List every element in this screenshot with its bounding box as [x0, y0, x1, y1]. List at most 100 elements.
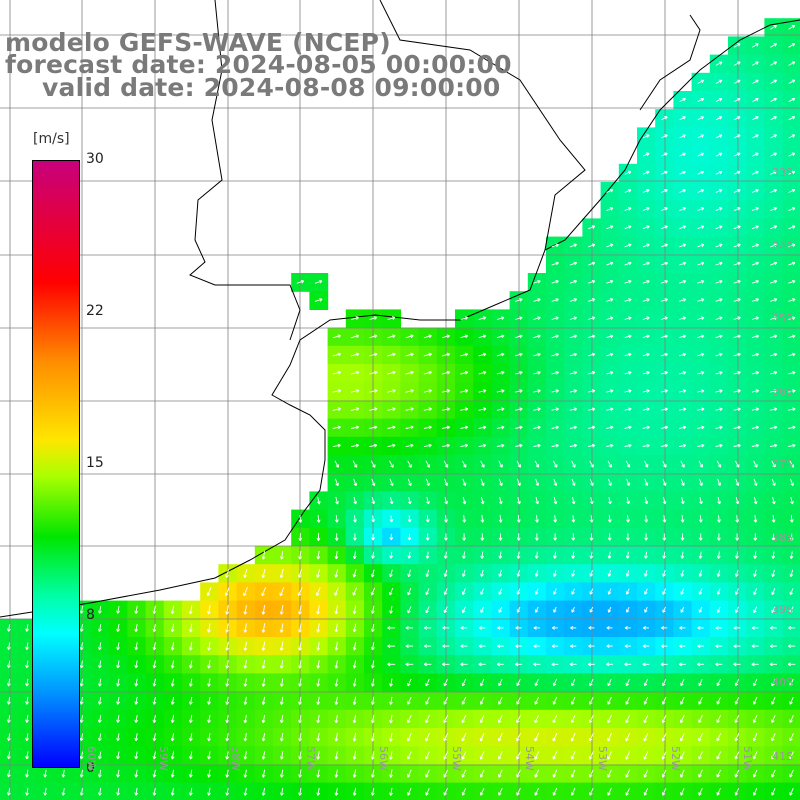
wind-arrow — [697, 644, 704, 648]
wind-arrow — [97, 715, 102, 723]
colorbar — [32, 160, 80, 768]
wind-arrow — [298, 678, 302, 687]
wind-arrow — [679, 443, 687, 448]
wind-arrow — [788, 24, 796, 30]
wind-arrow — [389, 533, 394, 541]
wind-arrow — [498, 714, 503, 724]
wind-arrow — [478, 407, 487, 412]
wind-arrow — [789, 697, 794, 705]
wind-arrow — [588, 626, 595, 630]
wind-arrow — [353, 533, 357, 541]
wind-arrow — [715, 644, 723, 648]
wind-arrow — [387, 316, 396, 321]
wind-arrow — [243, 787, 248, 796]
wind-arrow — [389, 478, 394, 487]
wind-arrow — [551, 316, 559, 321]
wind-arrow — [405, 352, 414, 357]
wind-arrow — [97, 787, 102, 796]
wind-arrow — [679, 243, 687, 248]
wind-arrow — [733, 61, 741, 66]
lon-label-54w: 54W — [523, 746, 536, 771]
wind-arrow — [261, 550, 266, 560]
wind-arrow — [370, 660, 375, 669]
wind-arrow — [352, 787, 357, 796]
wind-arrow — [715, 370, 723, 375]
wind-arrow — [298, 550, 302, 560]
wind-arrow — [715, 97, 723, 103]
wind-arrow — [370, 732, 375, 742]
wind-arrow — [188, 605, 193, 615]
wind-arrow — [643, 769, 649, 778]
wind-arrow — [698, 751, 703, 760]
wind-arrow — [298, 714, 302, 724]
wind-arrow — [697, 225, 705, 230]
wind-arrow — [296, 279, 305, 284]
wind-arrow — [407, 569, 412, 578]
wind-arrow — [496, 425, 505, 430]
wind-arrow — [188, 751, 193, 760]
wind-arrow — [661, 170, 668, 175]
wind-arrow — [370, 751, 375, 760]
wind-arrow — [79, 751, 84, 760]
lat-label-35s: 35S — [772, 312, 793, 325]
wind-arrow — [697, 443, 705, 448]
wind-arrow — [642, 243, 650, 248]
wind-arrow — [370, 696, 375, 705]
speed-cell — [782, 491, 800, 511]
wind-arrow — [334, 696, 339, 705]
wind-arrow — [243, 714, 248, 724]
wind-arrow — [660, 243, 668, 248]
wind-arrow — [753, 515, 758, 523]
wind-arrow — [770, 43, 777, 48]
wind-arrow — [733, 334, 741, 339]
wind-arrow — [462, 533, 466, 541]
wind-arrow — [350, 425, 360, 430]
wind-arrow — [626, 496, 631, 505]
wind-arrow — [661, 733, 667, 742]
wind-arrow — [771, 460, 776, 468]
wind-arrow — [498, 460, 503, 468]
wind-arrow — [661, 188, 668, 193]
wind-arrow — [533, 407, 541, 412]
wind-arrow — [715, 261, 723, 266]
wind-arrow — [606, 407, 614, 412]
wind-arrow — [170, 715, 175, 723]
wind-arrow — [680, 679, 685, 687]
lon-label-56w: 56W — [377, 746, 390, 771]
wind-arrow — [770, 24, 777, 30]
wind-arrow — [752, 134, 759, 139]
wind-arrow — [717, 496, 722, 505]
wind-arrow — [352, 623, 357, 633]
lon-label-55w: 55W — [450, 746, 463, 771]
wind-arrow — [716, 569, 721, 577]
wind-arrow — [642, 188, 650, 193]
wind-arrow — [352, 732, 357, 742]
wind-arrow — [734, 769, 740, 778]
wind-arrow — [516, 551, 521, 559]
wind-arrow — [752, 152, 759, 157]
wind-arrow — [697, 152, 705, 157]
wind-arrow — [25, 642, 29, 650]
wind-arrow — [551, 443, 559, 448]
wind-arrow — [662, 569, 666, 577]
wind-arrow — [516, 714, 521, 724]
wind-arrow — [116, 769, 120, 778]
wind-arrow — [315, 587, 321, 596]
wind-arrow — [551, 334, 559, 339]
wind-arrow — [715, 61, 723, 66]
wind-arrow — [243, 678, 248, 687]
wind-arrow — [462, 606, 466, 614]
wind-arrow — [642, 170, 650, 175]
wind-arrow — [334, 460, 340, 468]
wind-arrow — [334, 660, 339, 669]
wind-arrow — [516, 606, 521, 613]
wind-arrow — [316, 733, 321, 742]
wind-arrow — [134, 642, 139, 651]
wind-arrow — [25, 715, 29, 723]
wind-arrow — [551, 662, 559, 667]
wind-arrow — [715, 443, 723, 448]
wind-arrow — [551, 279, 559, 284]
wind-arrow — [387, 334, 396, 339]
wind-arrow — [498, 606, 503, 613]
